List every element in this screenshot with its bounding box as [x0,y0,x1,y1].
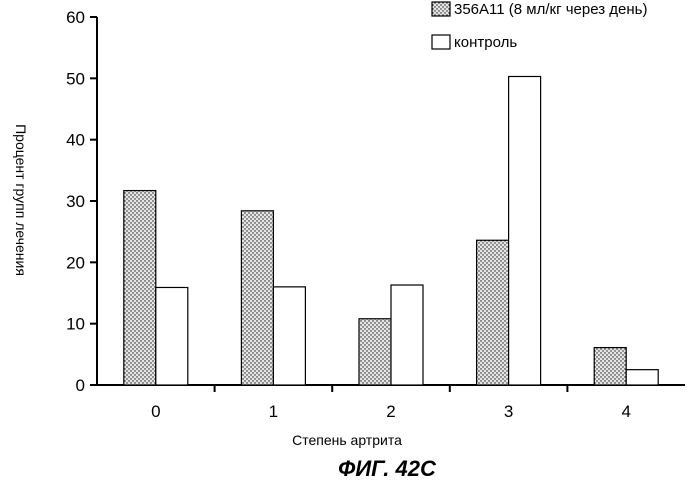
bar-356a11-4 [594,348,626,385]
y-tick-label: 10 [66,315,85,334]
legend-swatch [432,2,450,16]
bar-control-1 [273,287,305,385]
bar-356a11-1 [241,211,273,385]
y-tick-label: 30 [66,192,85,211]
y-tick-label: 20 [66,253,85,272]
x-tick-label: 3 [504,402,513,421]
y-tick-label: 60 [66,8,85,27]
x-tick-label: 4 [621,402,630,421]
legend-swatch [432,35,450,49]
legend-label: 356A11 (8 мл/кг через день) [454,1,647,18]
y-tick-label: 40 [66,131,85,150]
x-tick-label: 1 [269,402,278,421]
bar-control-2 [391,285,423,385]
bar-control-3 [509,76,541,385]
bar-356a11-2 [359,319,391,385]
figure-caption: ФИГ. 42С [338,456,437,481]
x-axis-title: Степень артрита [292,432,402,448]
bar-control-0 [156,287,188,385]
y-tick-label: 0 [76,376,85,395]
bar-356a11-3 [477,240,509,385]
bar-chart: 0 10 20 30 40 50 60 0 1 2 3 4 356A11 (8 мл/кг через … [0,0,699,485]
legend-label: контроль [454,34,517,51]
x-tick-label: 0 [151,402,160,421]
bar-control-4 [626,370,658,385]
y-tick-label: 50 [66,69,85,88]
y-axis-title: Процент групп лечения [13,124,29,276]
bar-356a11-0 [124,191,156,385]
x-tick-label: 2 [386,402,395,421]
